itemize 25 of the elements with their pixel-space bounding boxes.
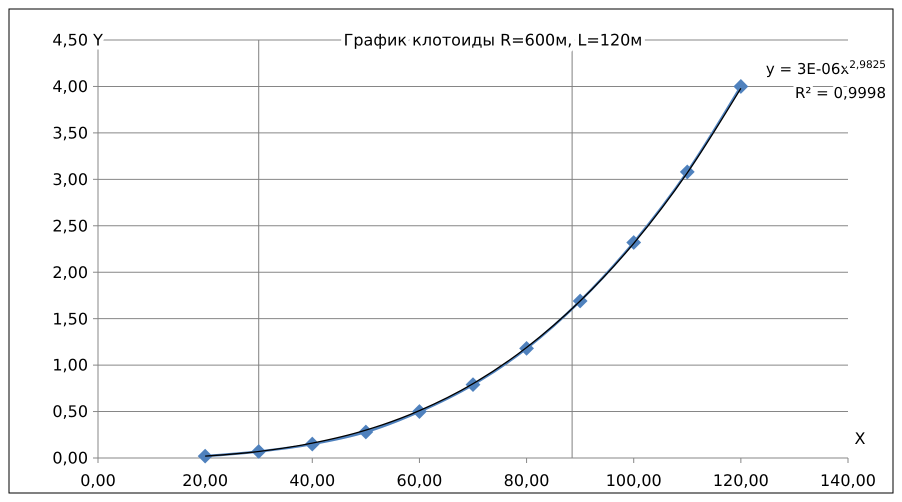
y-tick-label: 3,00	[52, 170, 88, 189]
chart-title: График клотоиды R=600м, L=120м	[344, 30, 642, 50]
point	[733, 79, 748, 94]
x-tick-label: 120,00	[712, 471, 769, 490]
x-tick-label: 80,00	[504, 471, 550, 490]
x-tick-label: 0,00	[80, 471, 116, 490]
annotation: y = 3E-06x$^{2,9825}$	[766, 59, 886, 78]
point	[198, 448, 213, 464]
y-tick-label: 3,50	[52, 123, 88, 142]
x-tick-label: 100,00	[606, 471, 662, 490]
x-axis-title: X	[854, 429, 866, 448]
x-tick-label: 140,00	[820, 471, 876, 490]
x-tick-label: 40,00	[289, 471, 336, 490]
y-axis-title: Y	[92, 30, 104, 50]
y-tick-label: 2,50	[52, 216, 88, 236]
x-tick-label: 20,00	[182, 471, 228, 490]
y-tick-label: 0,50	[52, 402, 88, 422]
y-tick-label: 4,50	[52, 30, 88, 50]
y-tick-label: 4,00	[52, 77, 88, 96]
y-tick-label: 1,00	[52, 356, 88, 375]
y-tick-label: 1,50	[52, 309, 88, 328]
annotation: R² = 0,9998	[794, 84, 886, 102]
y-tick-label: 0,00	[52, 448, 88, 468]
x-tick-label: 60,00	[396, 471, 442, 490]
y-tick-label: 2,00	[52, 262, 88, 282]
